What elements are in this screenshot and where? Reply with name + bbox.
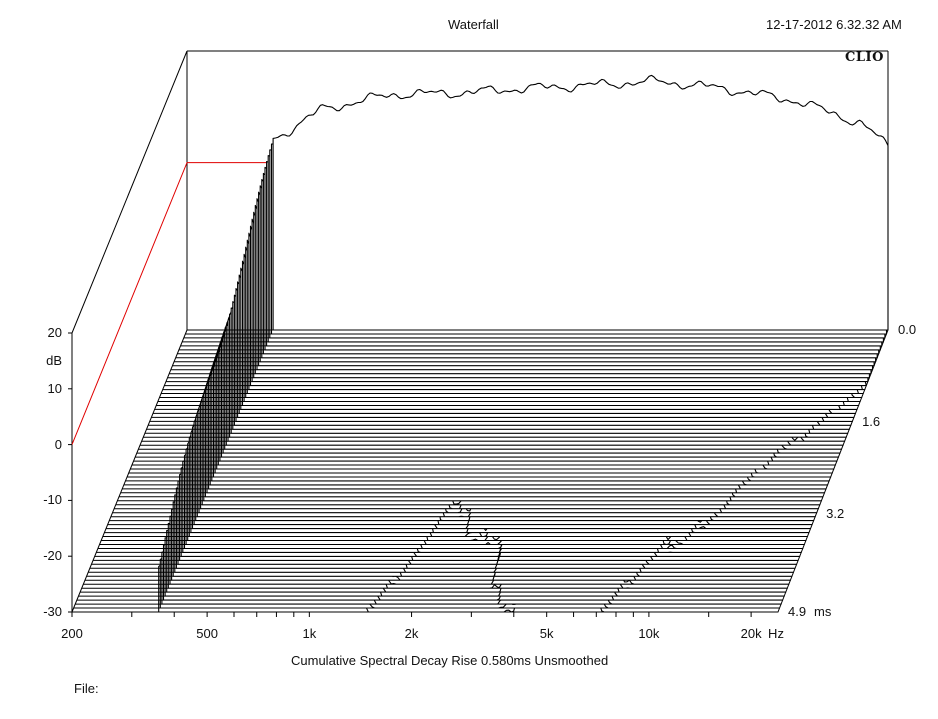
y-tick-label: -30 <box>43 604 62 619</box>
x-tick-label: 200 <box>61 626 83 641</box>
box-floor-left-edge <box>71 329 188 613</box>
z-tick-label: 4.9 <box>788 604 807 619</box>
y-tick-label: 20 <box>47 325 62 340</box>
y-axis-unit: dB <box>46 352 62 368</box>
y-tick-label: -10 <box>43 492 62 508</box>
chart-caption: Cumulative Spectral Decay Rise 0.580ms U… <box>291 653 609 668</box>
z-tick-label: 1.6 <box>862 414 881 430</box>
y-tick-label: -20 <box>43 548 62 564</box>
x-tick-label: 500 <box>196 626 218 641</box>
x-tick-label: 5k <box>539 626 554 641</box>
z-tick-label: 3.2 <box>826 506 845 522</box>
waterfall-slice <box>272 74 889 331</box>
x-tick-label: 20k <box>740 626 762 641</box>
z-tick-label: 0.0 <box>898 322 917 337</box>
timestamp: 12-17-2012 6.32.32 AM <box>766 17 902 32</box>
box-top-edge <box>71 50 188 334</box>
y-tick-label: 0 <box>54 436 62 452</box>
chart-title: Waterfall <box>448 17 499 32</box>
y-tick-label: 10 <box>47 380 62 396</box>
x-tick-label: 1k <box>302 626 317 641</box>
x-tick-label: 2k <box>404 626 419 641</box>
x-tick-label: 10k <box>638 626 660 641</box>
brand-logo: CLIO <box>845 50 884 65</box>
x-axis-unit: Hz <box>768 626 784 641</box>
file-label: File: <box>74 681 99 696</box>
z-axis-unit: ms <box>814 604 832 619</box>
